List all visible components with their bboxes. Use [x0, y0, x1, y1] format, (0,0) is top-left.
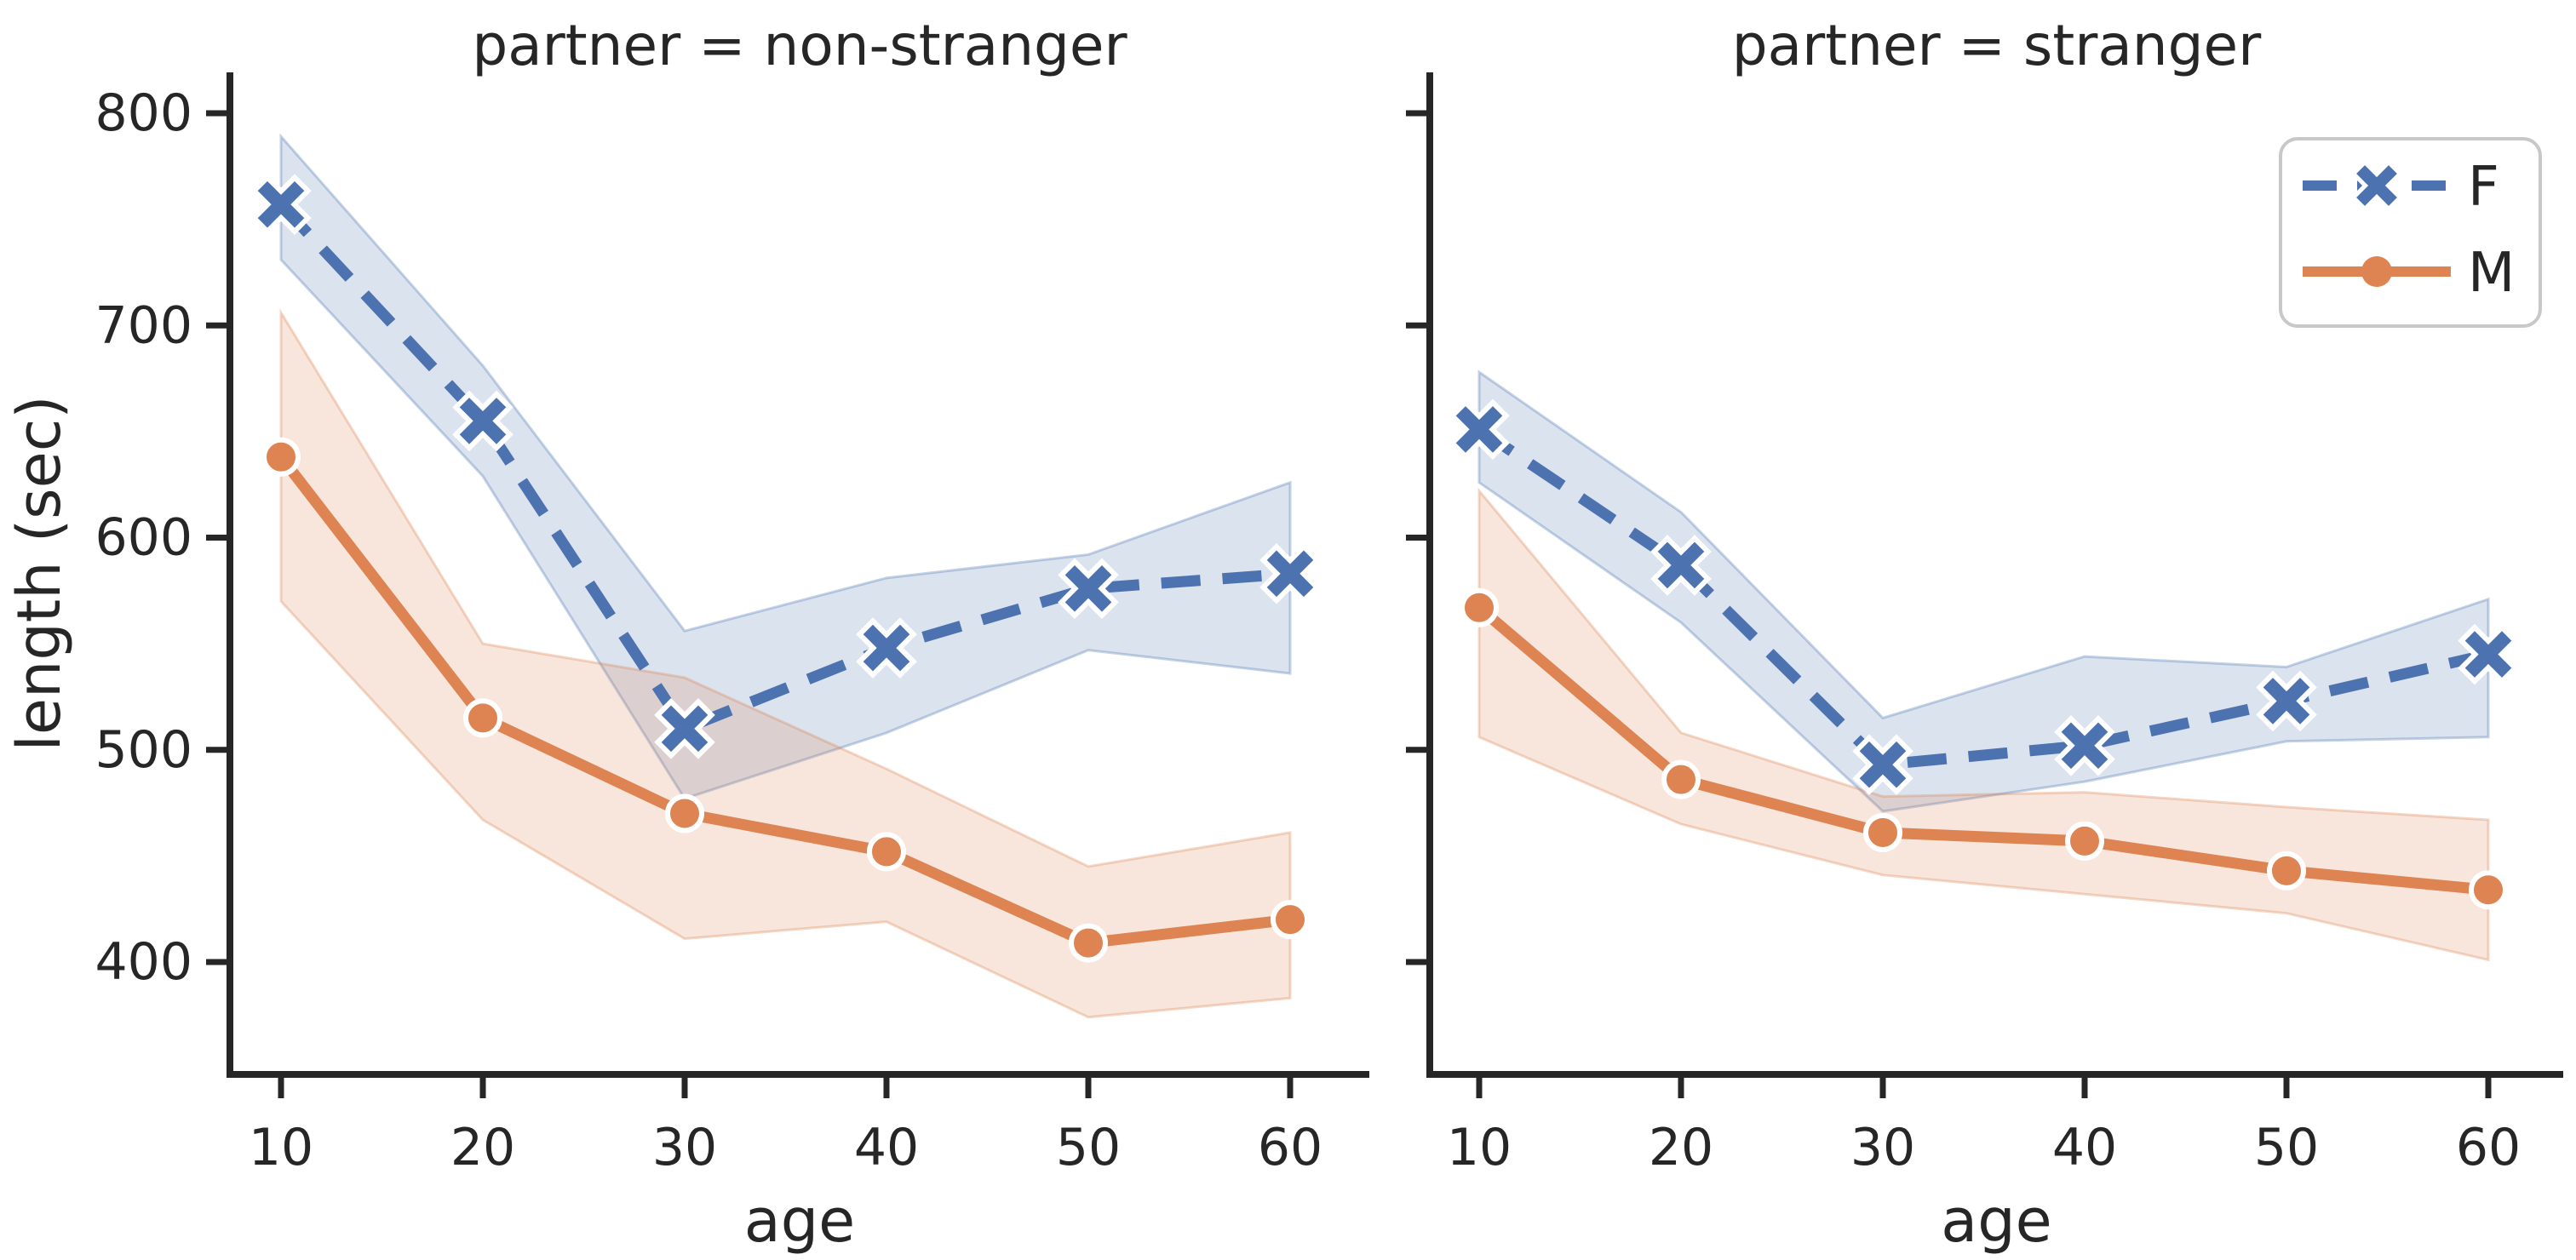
marker-X-F-age10 — [250, 174, 312, 235]
marker-circle-M-age60 — [2469, 870, 2508, 910]
y-tick-label-500: 500 — [95, 720, 192, 780]
marker-circle-M-age10 — [261, 437, 301, 477]
x-tick-label-20: 20 — [450, 1118, 515, 1177]
y-tick-label-400: 400 — [95, 932, 192, 992]
legend-x-marker-icon — [2350, 159, 2403, 212]
marker-circle-M-age10 — [1460, 587, 1499, 627]
legend-label-F: F — [2468, 156, 2499, 219]
panel-non-stranger: 800 700 600 500 400 10 20 30 40 50 60 partner = non… — [95, 13, 1369, 1256]
x-tick-label-60: 60 — [1258, 1118, 1322, 1177]
ci-band-M — [279, 307, 1292, 1019]
y-axis-label: length (sec) — [4, 395, 74, 751]
x-tick-label-50: 50 — [2254, 1118, 2319, 1177]
x-marker-stroke — [1859, 741, 1907, 788]
marker-circle-M-age50 — [1069, 923, 1108, 963]
marker-X-F-age20 — [1650, 535, 1712, 596]
x-marker-stroke — [1266, 550, 1314, 598]
panel-title: partner = stranger — [1732, 13, 2262, 78]
panel-title: partner = non-stranger — [472, 13, 1127, 78]
marker-X-F-age40 — [856, 617, 917, 679]
x-tick-label-40: 40 — [854, 1118, 919, 1177]
line-M — [276, 453, 1291, 949]
legend-label-M: M — [2468, 242, 2515, 305]
x-marker-stroke — [257, 180, 305, 228]
x-marker-stroke — [2464, 631, 2512, 678]
x-tick-label-40: 40 — [2052, 1118, 2117, 1177]
marker-X-F-age20 — [452, 390, 513, 452]
x-marker-stroke — [2263, 678, 2310, 724]
marker-X-F-age40 — [2054, 714, 2115, 776]
x-marker-stroke — [863, 624, 910, 672]
x-tick-label-10: 10 — [1447, 1118, 1512, 1177]
x-marker-stroke — [661, 705, 709, 753]
marker-X-F-age50 — [1058, 558, 1119, 620]
marker-X-F-age60 — [1259, 543, 1321, 604]
line-M — [1475, 603, 2489, 896]
marker-circle-M-age30 — [665, 793, 704, 833]
legend: FM — [2279, 137, 2542, 328]
y-tick-label-800: 800 — [95, 83, 192, 143]
x-tick-label-30: 30 — [652, 1118, 717, 1177]
x-tick-label-20: 20 — [1649, 1118, 1713, 1177]
legend-entry-F: F — [2303, 156, 2499, 219]
panel-stranger: 10 20 30 40 50 60 partner = stranger age — [1406, 13, 2563, 1256]
x-marker-stroke — [459, 398, 507, 444]
legend-entry-M: M — [2303, 242, 2515, 305]
x-axis-label: age — [744, 1186, 855, 1256]
y-tick-label-700: 700 — [95, 295, 192, 355]
x-marker-stroke — [1455, 406, 1503, 453]
legend-circle-marker-icon — [2361, 256, 2392, 287]
marker-circle-M-age50 — [2267, 850, 2306, 891]
x-axis-label: age — [1941, 1186, 2051, 1256]
marker-circle-M-age60 — [1271, 900, 1310, 940]
marker-X-F-age30 — [1852, 734, 1913, 795]
marker-circle-M-age20 — [1661, 759, 1701, 799]
ci-band-M — [1477, 487, 2490, 962]
x-marker-stroke — [2061, 722, 2108, 770]
line-F — [1476, 424, 2490, 770]
x-tick-label-50: 50 — [1056, 1118, 1121, 1177]
x-tick-label-10: 10 — [249, 1118, 313, 1177]
x-tick-label-60: 60 — [2456, 1118, 2521, 1177]
y-tick-label-600: 600 — [95, 508, 192, 568]
x-marker-stroke — [1657, 541, 1705, 589]
marker-circle-M-age30 — [1863, 812, 1902, 852]
marker-X-F-age60 — [2458, 623, 2519, 685]
ci-band-F — [1477, 369, 2490, 813]
x-marker-stroke — [2356, 165, 2397, 206]
x-marker-stroke — [1064, 565, 1112, 612]
marker-X-F-age10 — [1449, 398, 1510, 461]
marker-circle-M-age20 — [463, 698, 502, 738]
marker-circle-M-age40 — [2065, 821, 2104, 861]
marker-circle-M-age40 — [867, 832, 906, 872]
marker-X-F-age30 — [654, 698, 715, 759]
line-F — [277, 200, 1291, 735]
x-tick-label-30: 30 — [1850, 1118, 1915, 1177]
marker-X-F-age50 — [2256, 670, 2317, 732]
ci-band-F — [279, 133, 1292, 800]
legend-box — [2279, 137, 2542, 328]
